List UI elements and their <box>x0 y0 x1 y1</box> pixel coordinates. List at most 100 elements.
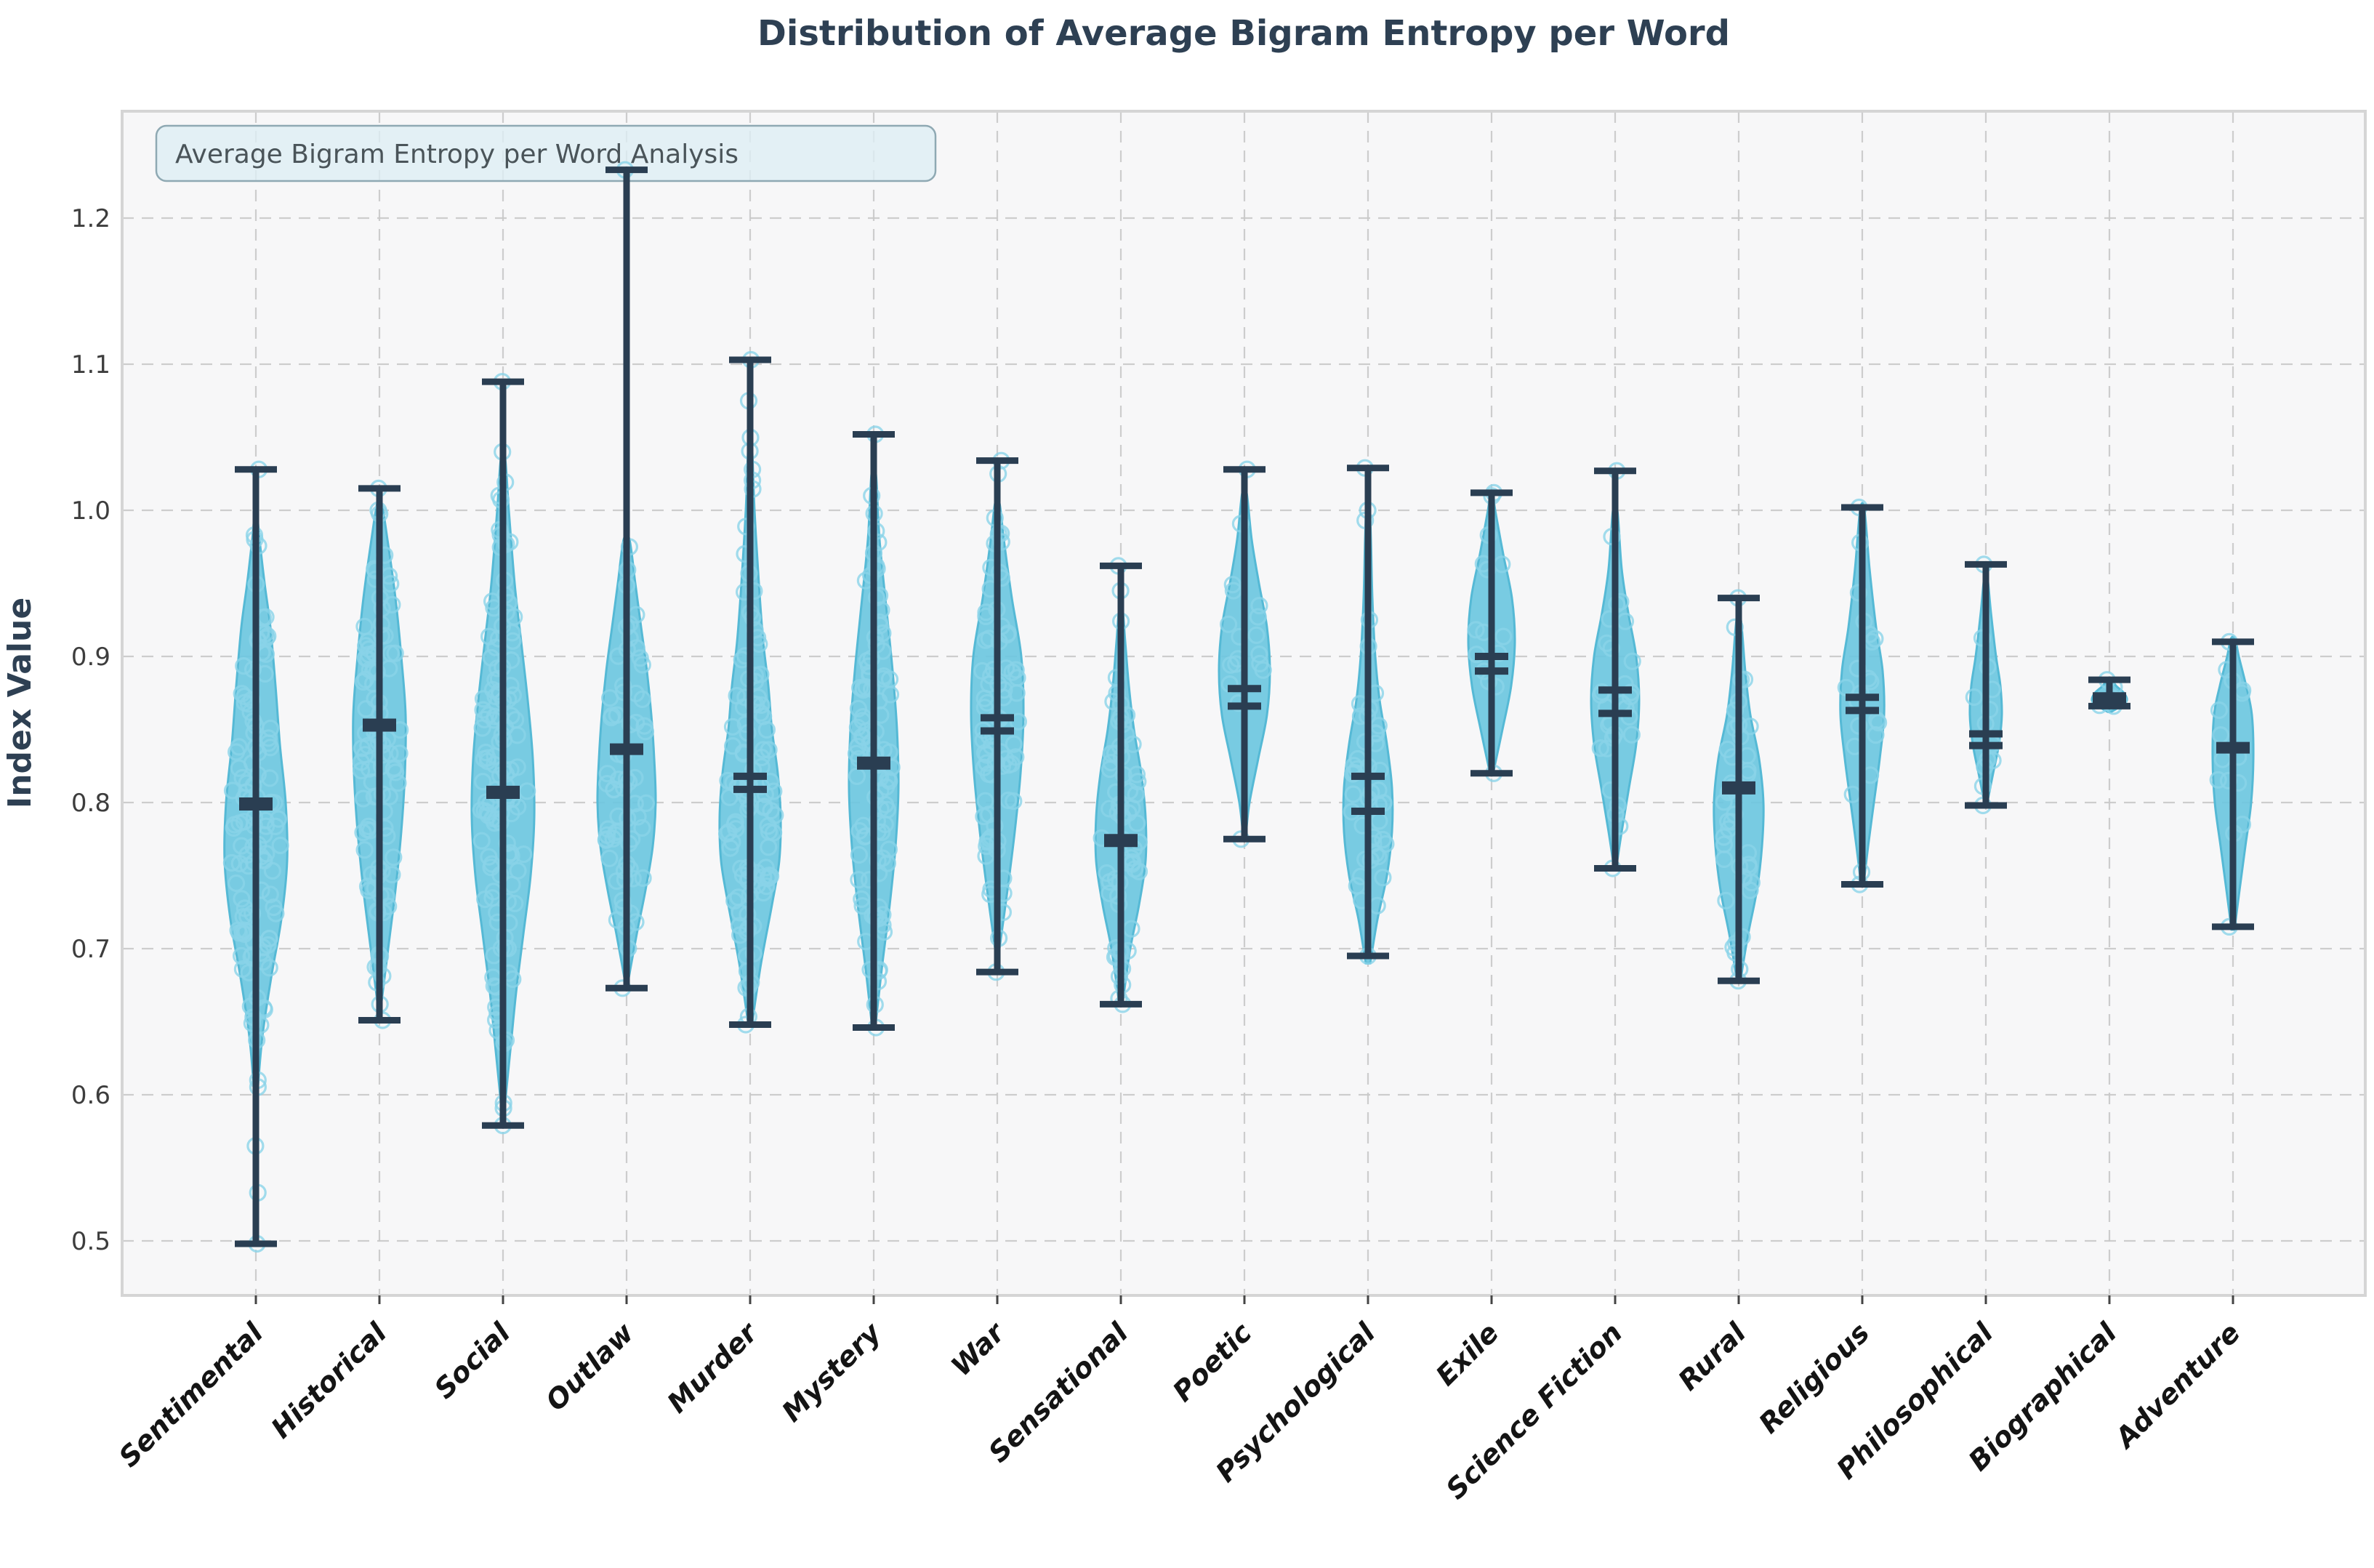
data-point <box>613 891 632 910</box>
violin-group <box>222 460 289 1253</box>
data-point <box>1374 830 1392 849</box>
data-point <box>723 717 742 736</box>
data-point <box>1127 785 1145 804</box>
chart-title: Distribution of Average Bigram Entropy p… <box>757 13 1730 54</box>
data-point <box>385 760 403 779</box>
data-point <box>1494 627 1513 646</box>
data-point <box>1718 740 1737 759</box>
data-point <box>977 607 995 626</box>
data-point <box>847 744 866 763</box>
violin-group <box>2088 671 2130 715</box>
data-point <box>880 670 899 688</box>
data-point <box>1623 652 1641 670</box>
violin-group <box>1467 483 1516 782</box>
y-tick-label: 0.8 <box>71 789 110 818</box>
data-point <box>259 729 278 747</box>
data-point <box>261 885 279 904</box>
data-point <box>515 845 533 864</box>
data-point <box>631 649 649 667</box>
y-tick-label: 0.6 <box>71 1081 110 1110</box>
data-point <box>1128 814 1146 832</box>
data-point <box>243 1014 261 1032</box>
data-point <box>263 861 281 880</box>
data-point <box>850 821 869 840</box>
data-point <box>506 894 524 912</box>
data-point <box>853 728 872 746</box>
x-tick-label: Outlaw <box>539 1316 640 1418</box>
data-point <box>1007 684 1026 702</box>
data-point <box>222 853 241 872</box>
data-point <box>766 806 784 824</box>
data-point <box>598 774 616 793</box>
data-point <box>1250 596 1268 615</box>
data-point <box>1223 576 1242 594</box>
data-point <box>600 689 619 707</box>
data-point <box>1965 688 1983 707</box>
data-point <box>1005 735 1023 753</box>
data-point <box>723 833 741 851</box>
violin-group <box>717 350 784 1034</box>
y-tick-label: 1.1 <box>71 350 110 379</box>
data-point <box>353 761 371 780</box>
data-point <box>236 899 254 917</box>
data-point <box>629 808 647 826</box>
data-point <box>390 744 409 763</box>
violin-group <box>970 451 1028 981</box>
data-point <box>1098 864 1116 882</box>
data-point <box>1602 639 1620 657</box>
x-tick-label: War <box>945 1316 1012 1383</box>
data-point <box>1101 760 1119 779</box>
data-point <box>597 830 616 848</box>
data-point <box>491 520 509 539</box>
data-point <box>599 820 617 838</box>
data-point <box>1247 626 1266 644</box>
data-point <box>600 849 619 867</box>
data-point <box>1849 584 1867 602</box>
data-point <box>757 859 775 877</box>
data-point <box>633 819 651 837</box>
data-point <box>483 855 501 873</box>
data-point <box>613 677 632 695</box>
data-point <box>236 925 254 944</box>
data-point <box>498 834 516 853</box>
data-point <box>991 743 1010 761</box>
data-point <box>1224 582 1243 600</box>
data-point <box>233 685 251 703</box>
data-point <box>233 946 251 965</box>
data-point <box>233 768 252 787</box>
data-point <box>849 699 868 717</box>
data-point <box>850 871 868 889</box>
data-point <box>228 874 246 893</box>
data-point <box>386 644 404 662</box>
y-tick-label: 0.7 <box>71 935 110 964</box>
data-point <box>1486 678 1505 696</box>
data-point <box>976 792 994 810</box>
data-point <box>1249 608 1267 626</box>
data-point <box>752 748 770 767</box>
x-tick-label: Historical <box>265 1316 394 1445</box>
data-point <box>2209 771 2227 789</box>
annotation-label: Average Bigram Entropy per Word Analysis <box>175 140 739 169</box>
data-point <box>233 837 251 855</box>
data-point <box>354 672 372 691</box>
violin-group <box>1965 555 2007 815</box>
violin-group <box>470 372 536 1135</box>
data-point <box>383 595 401 614</box>
data-point <box>755 868 773 886</box>
x-tick-label: Murder <box>661 1316 765 1420</box>
data-point <box>1344 785 1362 803</box>
data-point <box>752 696 770 715</box>
data-point <box>225 819 243 837</box>
data-point <box>1009 712 1028 731</box>
data-point <box>992 524 1010 542</box>
data-point <box>234 907 252 926</box>
data-point <box>1377 835 1395 853</box>
violin-group <box>1093 557 1148 1013</box>
data-point <box>1726 944 1745 962</box>
data-point <box>868 812 887 830</box>
data-point <box>737 978 755 997</box>
data-point <box>637 794 656 813</box>
data-point <box>509 861 527 880</box>
data-point <box>1219 615 1238 633</box>
